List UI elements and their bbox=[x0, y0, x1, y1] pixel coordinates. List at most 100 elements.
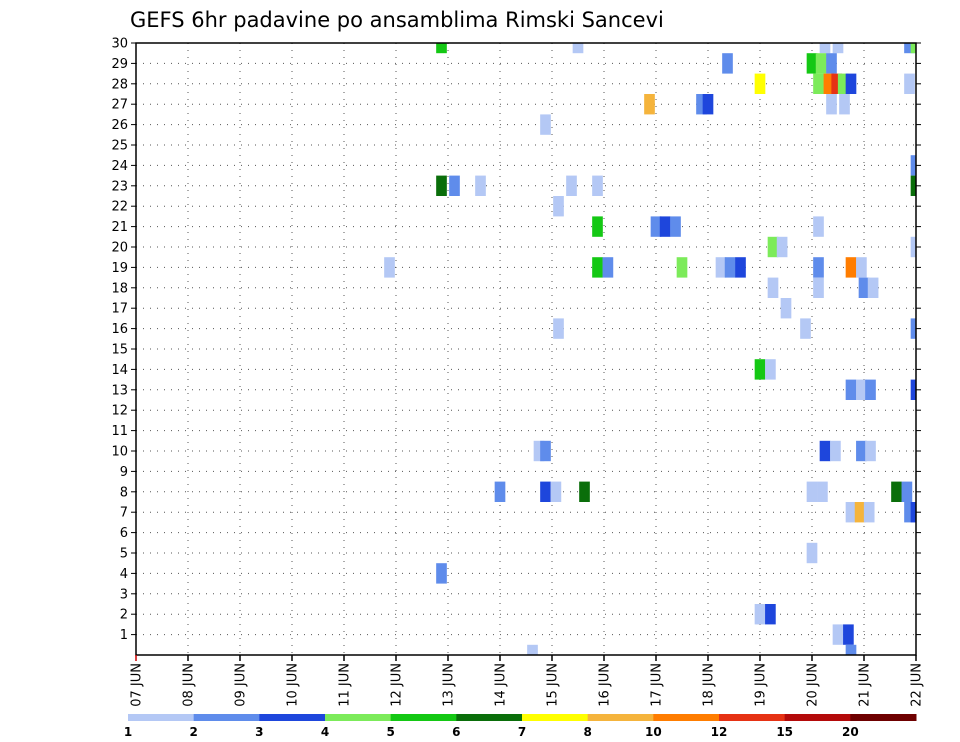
data-cell bbox=[845, 379, 857, 400]
data-cell bbox=[676, 257, 688, 278]
data-cell bbox=[831, 73, 843, 94]
data-cell bbox=[806, 481, 818, 502]
data-cell bbox=[910, 502, 916, 523]
colorbar-swatch bbox=[390, 714, 457, 721]
colorbar-swatch bbox=[522, 714, 589, 721]
x-tick-label: 10 JUN bbox=[286, 663, 301, 707]
data-cell bbox=[436, 563, 447, 584]
y-tick-label: 10 bbox=[111, 445, 128, 460]
data-cell bbox=[826, 53, 837, 74]
y-tick-label: 19 bbox=[111, 261, 128, 276]
colorbar-swatch bbox=[653, 714, 720, 721]
data-cell bbox=[806, 542, 818, 564]
colorbar-swatch bbox=[128, 714, 195, 721]
data-cell bbox=[867, 277, 879, 298]
y-tick-label: 8 bbox=[120, 485, 128, 500]
x-tick-label: 07 JUN bbox=[130, 663, 145, 707]
y-tick-label: 3 bbox=[120, 587, 128, 602]
x-tick-label: 08 JUN bbox=[182, 663, 197, 707]
data-cell bbox=[843, 624, 854, 645]
colorbar-swatch bbox=[193, 714, 260, 721]
data-cell bbox=[813, 216, 824, 237]
y-tick-label: 26 bbox=[111, 118, 128, 133]
data-cell bbox=[845, 502, 857, 523]
chart-title: GEFS 6hr padavine po ansamblima Rimski S… bbox=[130, 8, 664, 32]
data-cell bbox=[602, 257, 614, 278]
colorbar-label: 5 bbox=[386, 725, 394, 739]
colorbar-swatch bbox=[259, 714, 326, 721]
colorbar-swatch bbox=[784, 714, 851, 721]
data-cell bbox=[449, 175, 460, 196]
data-cell bbox=[384, 257, 395, 278]
data-cell bbox=[475, 175, 486, 196]
data-cell bbox=[813, 257, 824, 278]
data-cell bbox=[910, 155, 916, 176]
data-cell bbox=[823, 73, 835, 94]
colorbar-label: 1 bbox=[124, 725, 132, 739]
x-tick-label: 15 JUN bbox=[546, 663, 561, 707]
data-cell bbox=[837, 73, 849, 94]
y-tick-label: 4 bbox=[120, 567, 128, 582]
data-cell bbox=[845, 73, 857, 94]
x-tick-label: 14 JUN bbox=[494, 663, 509, 707]
data-cell bbox=[858, 277, 870, 298]
y-tick-label: 29 bbox=[111, 57, 128, 72]
colorbar-label: 4 bbox=[321, 725, 329, 739]
colorbar-swatch bbox=[456, 714, 523, 721]
data-cell bbox=[540, 440, 551, 462]
colorbar-label: 2 bbox=[189, 725, 197, 739]
data-cell bbox=[904, 43, 915, 54]
x-tick-label: 16 JUN bbox=[598, 663, 613, 707]
data-cell bbox=[527, 644, 538, 655]
data-cell bbox=[540, 114, 551, 135]
y-tick-label: 2 bbox=[120, 608, 128, 623]
y-tick-label: 11 bbox=[111, 424, 128, 439]
data-cell bbox=[819, 440, 831, 462]
plot-frame bbox=[135, 42, 917, 656]
data-cell bbox=[702, 94, 714, 115]
data-cell bbox=[735, 257, 746, 278]
y-tick-label: 28 bbox=[111, 77, 128, 92]
data-cell bbox=[553, 318, 564, 339]
data-cell bbox=[696, 94, 707, 115]
data-cell bbox=[904, 73, 915, 94]
data-cell bbox=[813, 277, 824, 298]
y-tick-label: 12 bbox=[111, 404, 128, 419]
y-tick-label: 30 bbox=[111, 37, 128, 52]
colorbar-label: 7 bbox=[518, 725, 526, 739]
colorbar-label: 3 bbox=[255, 725, 263, 739]
colorbar-label: 10 bbox=[645, 725, 662, 739]
y-tick-label: 18 bbox=[111, 281, 128, 296]
data-cell bbox=[854, 502, 866, 523]
data-cell bbox=[765, 604, 776, 625]
data-cell bbox=[815, 53, 827, 74]
data-cell bbox=[436, 43, 447, 54]
y-tick-label: 27 bbox=[111, 98, 128, 113]
colorbar-swatch bbox=[325, 714, 392, 721]
colorbar-label: 15 bbox=[776, 725, 793, 739]
data-cell bbox=[670, 216, 681, 237]
y-tick-label: 6 bbox=[120, 526, 128, 541]
x-tick-label: 12 JUN bbox=[390, 663, 405, 707]
data-cell bbox=[724, 257, 736, 278]
data-cell bbox=[845, 644, 857, 655]
x-tick-label: 22 JUN bbox=[910, 663, 925, 707]
data-cell bbox=[910, 318, 916, 339]
x-tick-label: 20 JUN bbox=[806, 663, 821, 707]
data-cell bbox=[592, 216, 603, 237]
data-cell bbox=[910, 175, 916, 196]
data-cell bbox=[572, 43, 584, 54]
data-cell bbox=[592, 257, 603, 278]
data-cell bbox=[845, 257, 857, 278]
data-cell bbox=[910, 236, 916, 258]
data-cell bbox=[830, 440, 841, 462]
data-cell bbox=[754, 604, 766, 625]
y-tick-label: 9 bbox=[120, 465, 128, 480]
data-cell bbox=[826, 94, 837, 115]
x-tick-label: 18 JUN bbox=[702, 663, 717, 707]
data-cell bbox=[910, 379, 916, 400]
colorbar-swatch bbox=[850, 714, 917, 721]
data-cell bbox=[865, 440, 876, 462]
y-tick-label: 22 bbox=[111, 200, 128, 215]
data-cell bbox=[856, 257, 867, 278]
